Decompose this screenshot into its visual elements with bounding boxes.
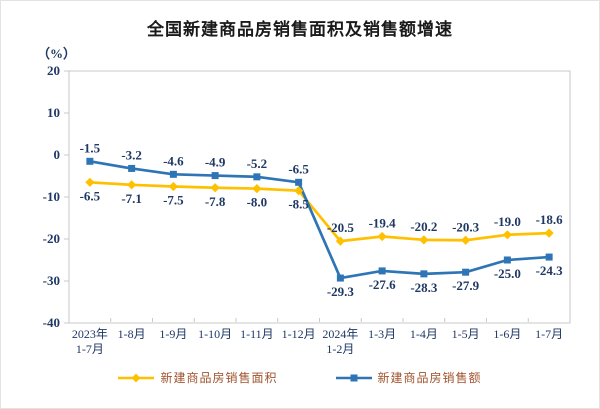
marker-square-icon bbox=[336, 274, 344, 282]
y-tick-label: 20 bbox=[47, 63, 60, 78]
data-label: -7.8 bbox=[205, 194, 226, 209]
data-label: -27.9 bbox=[452, 278, 480, 293]
marker-diamond-icon bbox=[544, 228, 554, 238]
legend-marker-shape bbox=[132, 373, 141, 382]
marker-diamond-icon bbox=[294, 186, 304, 196]
marker-square-icon bbox=[169, 170, 177, 178]
x-axis-label: 1-6月 bbox=[493, 327, 521, 341]
data-label: -6.5 bbox=[80, 188, 101, 203]
x-axis-label: 1-11月 bbox=[240, 327, 274, 341]
chart-title: 全国新建商品房销售面积及销售额增速 bbox=[147, 20, 453, 39]
data-label: -19.0 bbox=[494, 214, 521, 229]
marker-square-icon bbox=[545, 253, 553, 261]
marker-square-icon bbox=[211, 172, 219, 180]
data-label: -5.2 bbox=[247, 156, 268, 171]
data-label: -19.4 bbox=[369, 215, 397, 230]
legend-item-sales-area: 新建商品房销售面积 bbox=[118, 369, 277, 386]
data-label: -4.6 bbox=[163, 153, 184, 168]
x-axis-label: 2023年 bbox=[72, 327, 108, 341]
y-tick-label: -30 bbox=[43, 273, 60, 288]
y-tick-label: -40 bbox=[43, 315, 60, 330]
marker-square-icon bbox=[462, 268, 470, 276]
marker-square-icon bbox=[420, 270, 428, 278]
x-axis-label: 1-7月 bbox=[76, 342, 104, 356]
marker-square-icon bbox=[253, 173, 261, 181]
data-label: -20.3 bbox=[452, 219, 480, 234]
legend-square-marker-icon bbox=[335, 374, 372, 381]
data-label: -24.3 bbox=[536, 263, 564, 278]
data-label: -27.6 bbox=[369, 277, 397, 292]
x-axis-label: 1-8月 bbox=[118, 327, 146, 341]
data-label: -7.1 bbox=[121, 191, 142, 206]
y-tick-label: -20 bbox=[43, 231, 60, 246]
plot-border bbox=[68, 70, 571, 324]
y-tick-label: 0 bbox=[54, 147, 61, 162]
data-label: -20.2 bbox=[410, 219, 437, 234]
data-label: -28.3 bbox=[410, 280, 438, 295]
marker-diamond-icon bbox=[168, 181, 178, 192]
y-tick-label: 10 bbox=[47, 105, 60, 120]
data-label: -20.5 bbox=[327, 220, 355, 235]
x-axis-label: 1-2月 bbox=[326, 342, 354, 356]
data-label: -4.9 bbox=[205, 155, 226, 170]
marker-square-icon bbox=[128, 164, 136, 172]
marker-diamond-icon bbox=[252, 184, 262, 194]
legend: 新建商品房销售面积 新建商品房销售额 bbox=[1, 369, 599, 386]
y-tick-label: -10 bbox=[43, 189, 60, 204]
x-axis-label: 2024年 bbox=[322, 327, 358, 341]
x-axis-label: 1-10月 bbox=[198, 327, 232, 341]
legend-diamond-marker-icon bbox=[118, 373, 155, 382]
data-label: -29.3 bbox=[327, 284, 355, 299]
data-label: -25.0 bbox=[494, 266, 521, 281]
marker-diamond-icon bbox=[502, 230, 512, 240]
marker-square-icon bbox=[503, 256, 511, 264]
marker-diamond-icon bbox=[461, 235, 471, 245]
data-label: -7.5 bbox=[163, 193, 184, 208]
x-axis-label: 1-3月 bbox=[368, 327, 396, 341]
data-label: -8.0 bbox=[247, 195, 268, 210]
marker-diamond-icon bbox=[419, 235, 429, 245]
marker-square-icon bbox=[378, 267, 386, 275]
marker-diamond-icon bbox=[335, 236, 345, 246]
legend-label-sales-amount: 新建商品房销售额 bbox=[377, 371, 482, 385]
data-label: -6.5 bbox=[288, 161, 309, 176]
marker-diamond-icon bbox=[85, 177, 95, 187]
x-axis-label: 1-5月 bbox=[452, 327, 480, 341]
data-label: -3.2 bbox=[121, 147, 142, 162]
marker-diamond-icon bbox=[127, 180, 137, 190]
series-line-1 bbox=[88, 159, 551, 280]
data-label: -8.5 bbox=[288, 197, 309, 212]
marker-diamond-icon bbox=[210, 183, 220, 193]
x-axis-label: 1-9月 bbox=[159, 327, 187, 341]
y-axis-unit-label: （%） bbox=[37, 46, 77, 61]
x-axis-label: 1-12月 bbox=[282, 327, 316, 341]
marker-square-icon bbox=[86, 157, 94, 165]
marker-diamond-icon bbox=[377, 231, 387, 242]
legend-label-sales-area: 新建商品房销售面积 bbox=[160, 371, 278, 385]
x-axis-label: 1-7月 bbox=[535, 327, 563, 341]
data-label: -1.5 bbox=[80, 140, 101, 155]
marker-square-icon bbox=[295, 178, 303, 186]
legend-marker-shape bbox=[350, 374, 357, 381]
data-label: -18.6 bbox=[536, 212, 564, 227]
x-axis-label: 1-4月 bbox=[410, 327, 438, 341]
series-line-0 bbox=[88, 180, 551, 243]
legend-item-sales-amount: 新建商品房销售额 bbox=[335, 369, 482, 386]
